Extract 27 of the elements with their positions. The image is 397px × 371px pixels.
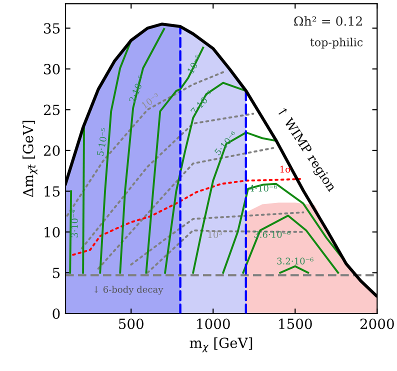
x-tick-label: 1000 [197,318,230,330]
x-tick-label: 1500 [279,318,312,330]
y-tick-label: 35 [44,23,60,34]
line-series [119,28,166,274]
x-tick-label: 500 [119,318,144,330]
annotation: 3·10⁻⁴ [71,210,78,238]
y-tick-label: 25 [44,104,60,116]
annotation: 4·10⁻⁶ [249,184,278,192]
annotation: 1σ [280,166,291,173]
x-axis-title: m$_{χ}$ [GeV] [190,337,252,352]
y-tick-label: 20 [44,145,60,156]
annotation: 2·10⁻⁵ [128,74,146,103]
annotation: 5·10⁻⁵ [96,128,108,156]
annotation: top-philic [310,38,363,49]
line-series [72,178,302,256]
y-tick-label: 30 [44,64,60,74]
line-series [164,82,248,274]
x-tick-label: 2000 [360,318,394,330]
y-axis-title: Δm$_{χt̃}$ [GeV] [22,120,38,198]
annotation: Ωh² = 0.12 [294,16,362,26]
annotation: ↓ 6-body decay [94,286,164,295]
annotation: 10³ [208,231,222,238]
annotation: 3.2·10⁻⁶ [277,258,314,264]
y-tick-label: 10 [44,226,60,238]
y-tick-label: 0 [52,308,60,319]
y-tick-label: 15 [44,186,60,197]
y-tick-label: 5 [52,268,60,278]
